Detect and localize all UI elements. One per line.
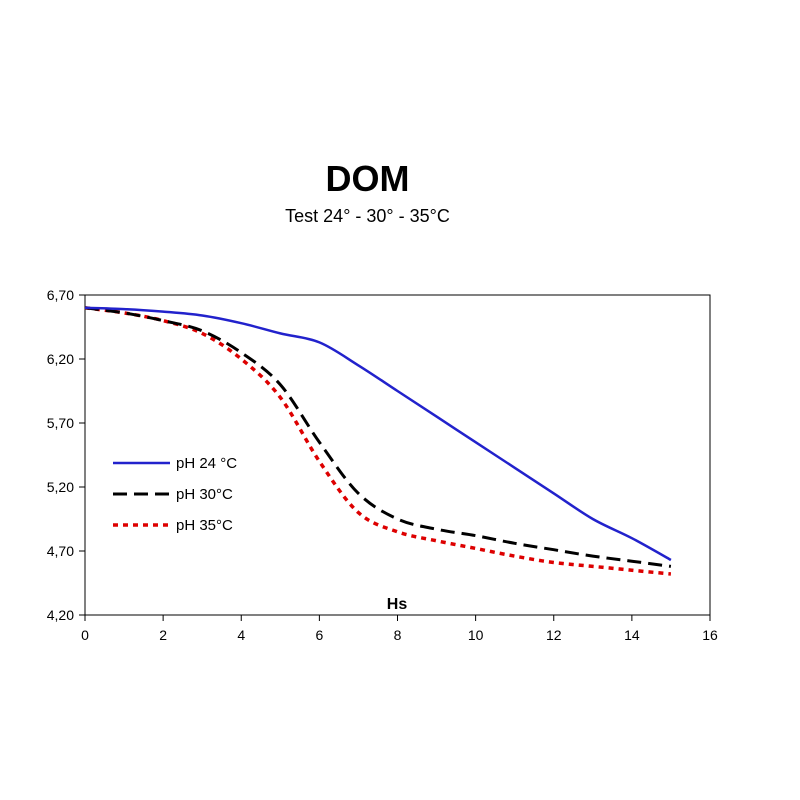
series-line-0 (84, 306, 672, 562)
x-tick-label: 6 (315, 627, 323, 643)
legend-label: pH 35°C (176, 517, 233, 534)
x-tick-label: 16 (702, 627, 718, 643)
y-axis: 4,20 4,70 5,20 5,70 6,20 6,70 (47, 287, 85, 623)
x-axis: 0 2 4 6 8 10 12 14 16 (81, 615, 718, 643)
y-tick-label: 4,70 (47, 543, 74, 559)
x-tick-label: 10 (468, 627, 484, 643)
y-tick-label: 6,20 (47, 351, 74, 367)
legend-label: pH 24 °C (176, 455, 237, 472)
y-tick-label: 6,70 (47, 287, 74, 303)
x-tick-label: 12 (546, 627, 562, 643)
chart-subtitle: Test 24° - 30° - 35°C (285, 206, 450, 226)
x-tick-label: 4 (237, 627, 245, 643)
legend-label: pH 30°C (176, 486, 233, 503)
x-tick-label: 14 (624, 627, 640, 643)
x-axis-label: Hs (387, 596, 408, 613)
series-lines (84, 306, 672, 576)
y-tick-label: 5,70 (47, 415, 74, 431)
series-line-1 (84, 306, 672, 568)
series-line-2 (84, 306, 672, 576)
x-tick-label: 0 (81, 627, 89, 643)
y-tick-label: 4,20 (47, 607, 74, 623)
legend: pH 24 °C pH 30°C pH 35°C (113, 455, 237, 534)
chart-title: DOM (325, 158, 410, 199)
x-tick-label: 2 (159, 627, 167, 643)
y-tick-label: 5,20 (47, 479, 74, 495)
x-tick-label: 8 (394, 627, 402, 643)
